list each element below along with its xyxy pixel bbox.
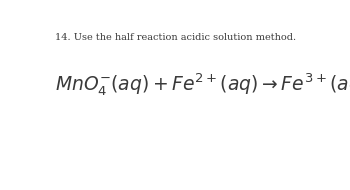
Text: 14. Use the half reaction acidic solution method.: 14. Use the half reaction acidic solutio… xyxy=(55,33,296,42)
Text: $\mathit{MnO}_{4}^{-}(\mathit{aq})+\mathit{Fe}^{2+}(\mathit{aq})\rightarrow \mat: $\mathit{MnO}_{4}^{-}(\mathit{aq})+\math… xyxy=(55,71,350,98)
